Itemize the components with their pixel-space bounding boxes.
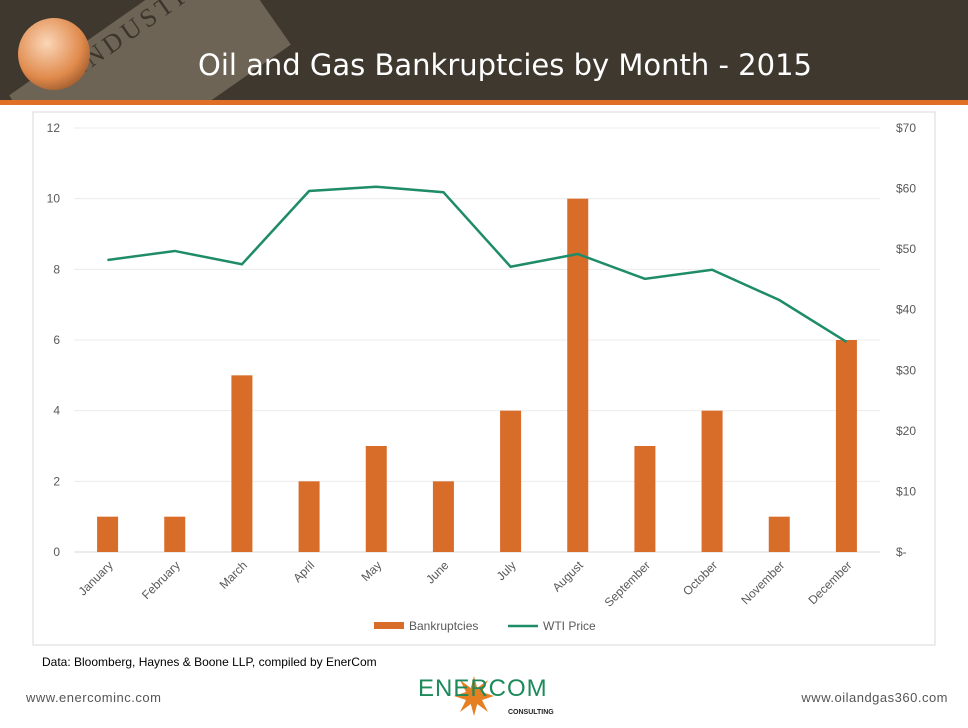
wti-point xyxy=(845,341,847,343)
wti-point xyxy=(308,190,310,192)
page-title: Oil and Gas Bankruptcies by Month - 2015 xyxy=(198,48,812,82)
globe-logo-icon xyxy=(18,18,90,90)
wti-point xyxy=(442,191,444,193)
y-right-tick: $20 xyxy=(896,424,916,438)
wti-point xyxy=(778,299,780,301)
enercom-logo: ENERCOM CONSULTING xyxy=(418,676,558,722)
x-tick-label: March xyxy=(217,558,250,591)
wti-point xyxy=(241,263,243,265)
x-tick-label: October xyxy=(680,558,720,598)
x-tick-label: February xyxy=(139,558,183,602)
y-left-tick: 12 xyxy=(47,121,61,135)
wti-point xyxy=(510,266,512,268)
bar-july xyxy=(500,410,522,552)
source-note: Data: Bloomberg, Haynes & Boone LLP, com… xyxy=(42,655,377,669)
y-left-tick: 2 xyxy=(53,474,60,488)
bar-may xyxy=(365,446,387,552)
y-right-tick: $10 xyxy=(896,484,916,498)
header-banner: INDUSTRY Oil and Gas Bankruptcies by Mon… xyxy=(0,0,968,100)
chart-border xyxy=(32,111,936,646)
logo-text: ENERCOM xyxy=(418,675,548,702)
y-right-tick: $30 xyxy=(896,363,916,377)
x-tick-label: June xyxy=(423,558,452,587)
bar-march xyxy=(231,375,253,552)
wti-point xyxy=(711,269,713,271)
x-tick-label: August xyxy=(550,558,587,595)
bar-november xyxy=(768,516,790,552)
x-tick-label: November xyxy=(738,558,787,607)
x-tick-label: July xyxy=(494,558,519,583)
bar-june xyxy=(432,481,454,552)
wti-point xyxy=(644,278,646,280)
x-tick-label: May xyxy=(358,558,384,584)
x-tick-label: December xyxy=(805,558,854,607)
y-left-tick: 8 xyxy=(53,262,60,276)
y-right-tick: $50 xyxy=(896,242,916,256)
bar-january xyxy=(97,516,119,552)
bar-september xyxy=(634,446,656,552)
wti-price-line xyxy=(107,185,848,343)
wti-point xyxy=(107,259,109,261)
y-left-tick: 4 xyxy=(53,404,60,418)
wti-point xyxy=(174,250,176,252)
bar-april xyxy=(298,481,320,552)
bar-december xyxy=(835,340,857,552)
y-left-tick: 10 xyxy=(47,192,61,206)
bar-october xyxy=(701,410,723,552)
y-right-tick: $40 xyxy=(896,303,916,317)
legend-bankruptcies-swatch xyxy=(374,622,404,629)
wti-point xyxy=(375,186,377,188)
x-tick-label: January xyxy=(76,558,116,598)
y-right-tick: $70 xyxy=(896,121,916,135)
y-left-tick: 0 xyxy=(53,545,60,559)
bar-august xyxy=(567,198,589,552)
wti-point xyxy=(577,253,579,255)
y-left-tick: 6 xyxy=(53,333,60,347)
footer-link-right[interactable]: www.oilandgas360.com xyxy=(801,690,948,705)
legend-bankruptcies-label: Bankruptcies xyxy=(409,619,478,633)
y-right-tick: $60 xyxy=(896,182,916,196)
footer-link-left[interactable]: www.enercominc.com xyxy=(26,690,162,705)
y-right-tick: $- xyxy=(896,545,907,559)
bar-february xyxy=(164,516,186,552)
x-tick-label: April xyxy=(290,558,317,585)
x-tick-label: September xyxy=(602,558,653,609)
logo-subtext: CONSULTING xyxy=(508,709,554,716)
legend-wti-label: WTI Price xyxy=(543,619,596,633)
header-divider xyxy=(0,100,968,105)
